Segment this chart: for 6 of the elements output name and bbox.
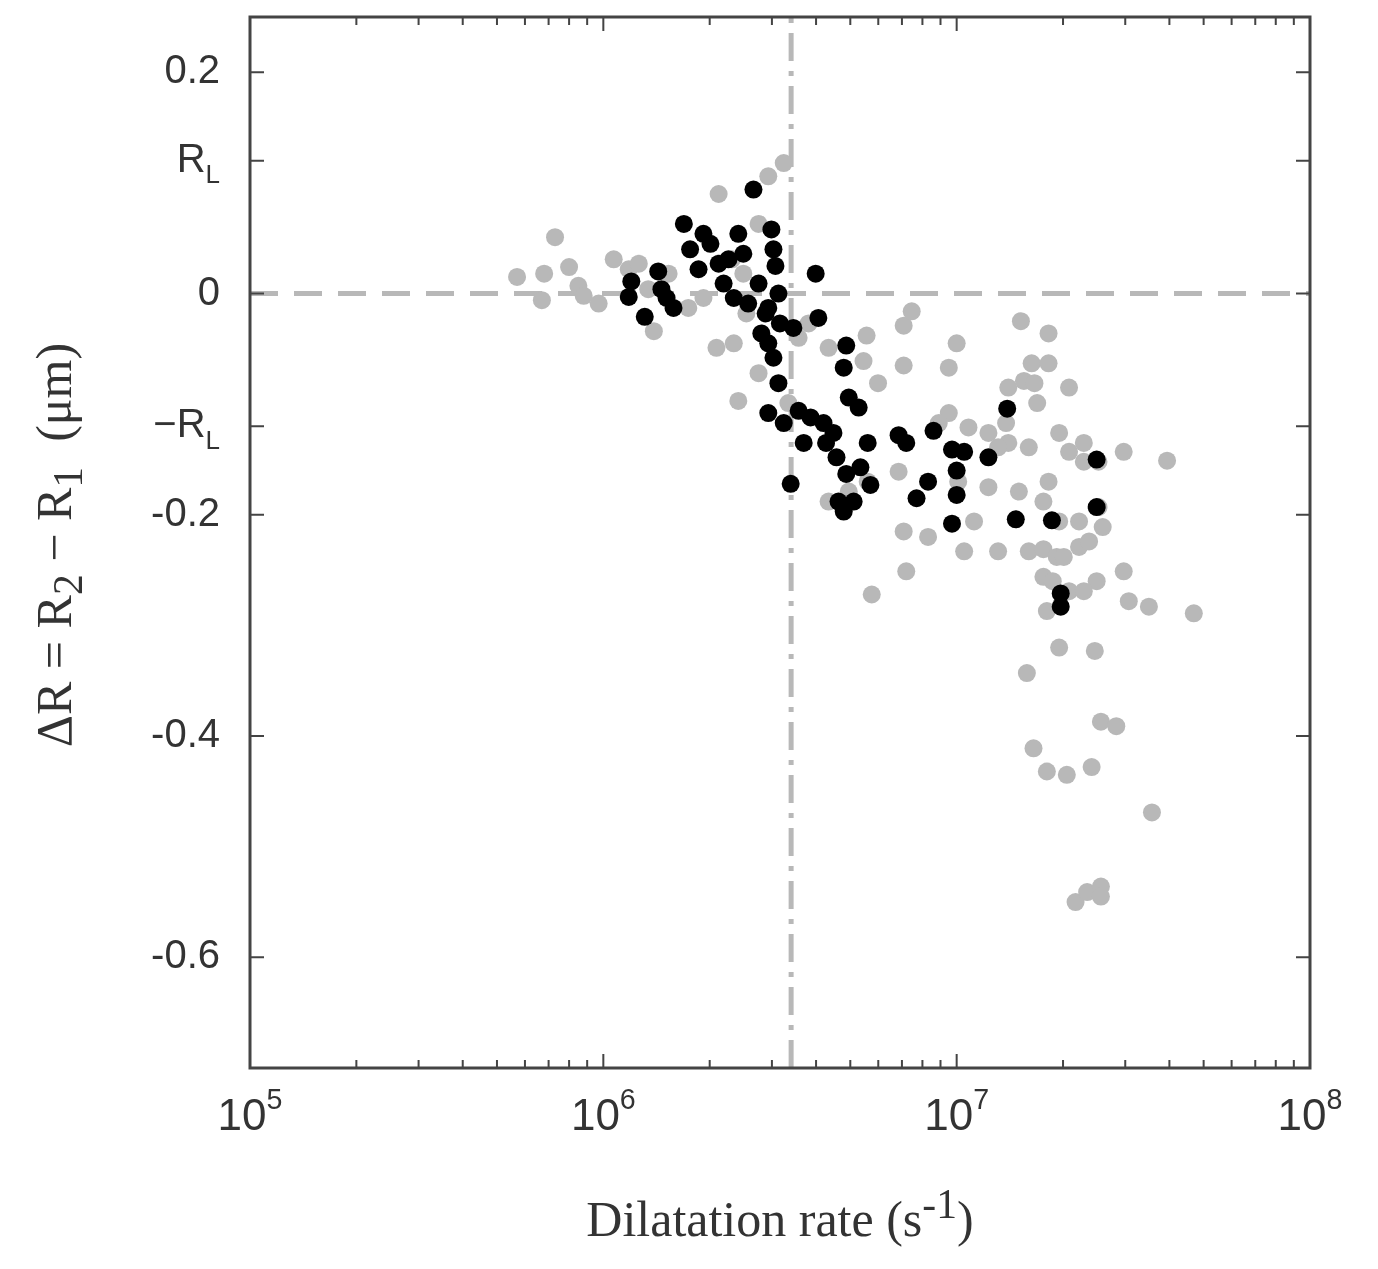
y-tick-label: 0.2 xyxy=(164,47,220,92)
y-tick-label: -0.4 xyxy=(151,711,221,756)
x-axis-title: Dilatation rate (s$^{-1}$) xyxy=(585,1180,975,1248)
y-tick-label: -0.6 xyxy=(151,932,221,977)
y-tick-label: 0 xyxy=(197,268,220,313)
y-tick-label: -0.2 xyxy=(151,489,221,534)
